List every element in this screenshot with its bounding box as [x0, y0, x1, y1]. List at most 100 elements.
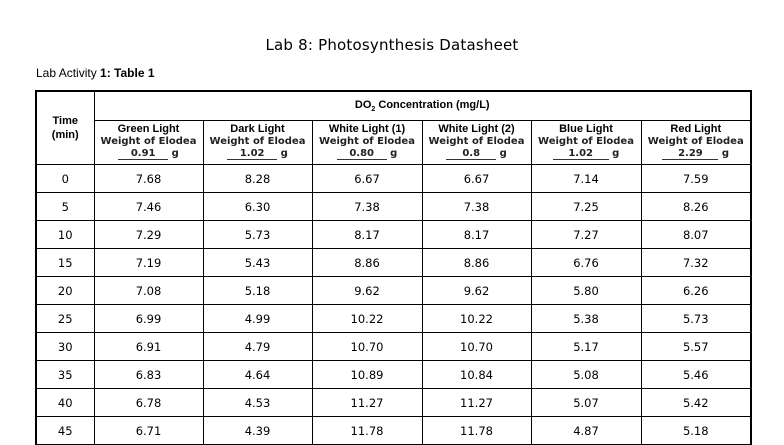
- table-row: 0 7.68 8.28 6.67 6.67 7.14 7.59: [35, 164, 752, 193]
- do2-value-cell: 11.78: [311, 416, 423, 445]
- do2-value-cell: 7.32: [640, 248, 752, 277]
- do2-value-cell: 5.57: [640, 332, 752, 361]
- elodea-weight-line: 2.29 g: [642, 148, 751, 160]
- do2-value-cell: 6.83: [93, 360, 204, 389]
- do2-group-header: DO2 Concentration (mg/L): [93, 90, 752, 121]
- table-row: 40 6.78 4.53 11.27 11.27 5.07 5.42: [35, 388, 752, 417]
- do2-value-cell: 7.29: [93, 220, 204, 249]
- do2-value-cell: 5.38: [530, 304, 642, 333]
- condition-header: Red Light Weight of Elodea 2.29 g: [640, 120, 752, 165]
- elodea-weight-value: 1.02: [227, 149, 278, 160]
- time-header-unit: (min): [51, 129, 79, 141]
- elodea-weight-value: 1.02: [552, 149, 609, 160]
- do2-value-cell: 6.67: [311, 164, 423, 193]
- do2-value-cell: 7.59: [640, 164, 752, 193]
- elodea-weight-unit: g: [390, 148, 398, 159]
- elodea-weight-line: 0.91 g: [95, 148, 203, 160]
- do2-value-cell: 11.27: [311, 388, 423, 417]
- do2-value-cell: 4.53: [202, 388, 313, 417]
- caption-prefix: Lab Activity: [36, 66, 101, 80]
- do2-value-cell: 7.08: [93, 276, 204, 305]
- elodea-weight-label: Weight of Elodea: [100, 136, 197, 147]
- condition-name: Red Light: [670, 123, 722, 135]
- time-column-header: Time (min): [35, 90, 95, 165]
- table-row: 5 7.46 6.30 7.38 7.38 7.25 8.26: [35, 192, 752, 221]
- condition-header: Green Light Weight of Elodea 0.91 g: [93, 120, 204, 165]
- condition-name: Green Light: [117, 123, 180, 135]
- condition-name: Blue Light: [559, 123, 613, 135]
- do2-value-cell: 9.62: [421, 276, 532, 305]
- condition-header-row: Green Light Weight of Elodea 0.91 g Dark Li…: [36, 120, 752, 165]
- elodea-weight-unit: g: [721, 148, 730, 159]
- do2-value-cell: 8.17: [421, 220, 532, 249]
- do2-value-cell: 5.17: [530, 332, 642, 361]
- photosynthesis-data-table: Time (min) DO2 Concentration (mg/L) Gree…: [35, 90, 752, 445]
- elodea-weight-value: 2.29: [662, 149, 719, 160]
- time-cell: 30: [35, 332, 95, 361]
- do2-value-cell: 8.86: [421, 248, 532, 277]
- do2-value-cell: 5.08: [530, 360, 642, 389]
- time-cell: 35: [35, 360, 95, 389]
- elodea-weight-unit: g: [171, 148, 179, 159]
- time-cell: 10: [35, 220, 95, 249]
- elodea-weight-line: 1.02 g: [204, 148, 312, 160]
- do2-value-cell: 8.17: [311, 220, 423, 249]
- elodea-weight-label: Weight of Elodea: [209, 136, 306, 147]
- do2-value-cell: 10.84: [421, 360, 532, 389]
- condition-header: White Light (1) Weight of Elodea 0.80 g: [311, 120, 423, 165]
- do2-value-cell: 6.78: [93, 388, 204, 417]
- do2-value-cell: 5.80: [530, 276, 642, 305]
- do2-value-cell: 6.67: [421, 164, 532, 193]
- do2-value-cell: 7.68: [93, 164, 204, 193]
- condition-name: White Light (1): [328, 123, 406, 135]
- table-row: 25 6.99 4.99 10.22 10.22 5.38 5.73: [35, 304, 752, 333]
- do2-value-cell: 7.25: [530, 192, 642, 221]
- time-header-label: Time: [52, 115, 78, 127]
- elodea-weight-unit: g: [612, 148, 620, 159]
- do2-value-cell: 6.26: [640, 276, 752, 305]
- time-cell: 15: [35, 248, 95, 277]
- do2-value-cell: 8.28: [202, 164, 313, 193]
- do2-value-cell: 5.46: [640, 360, 752, 389]
- do2-value-cell: 10.22: [311, 304, 423, 333]
- elodea-weight-label: Weight of Elodea: [428, 136, 525, 147]
- table-row: 10 7.29 5.73 8.17 8.17 7.27 8.07: [35, 220, 752, 249]
- do2-value-cell: 5.07: [530, 388, 642, 417]
- do2-value-cell: 8.86: [311, 248, 423, 277]
- do2-value-cell: 4.79: [202, 332, 313, 361]
- time-cell: 5: [35, 192, 95, 221]
- do2-value-cell: 6.76: [530, 248, 642, 277]
- time-cell: 45: [35, 416, 95, 445]
- page-title: Lab 8: Photosynthesis Datasheet: [265, 36, 519, 54]
- table-caption: Lab Activity 1: Table 1: [36, 66, 155, 80]
- table-row: 30 6.91 4.79 10.70 10.70 5.17 5.57: [35, 332, 752, 361]
- do2-value-cell: 9.62: [311, 276, 423, 305]
- do2-header-suffix: Concentration (mg/L): [375, 98, 490, 111]
- caption-activity-number: 1: [100, 66, 107, 80]
- do2-value-cell: 5.43: [202, 248, 313, 277]
- table-row: 15 7.19 5.43 8.86 8.86 6.76 7.32: [35, 248, 752, 277]
- elodea-weight-label: Weight of Elodea: [647, 136, 744, 147]
- do2-value-cell: 8.26: [640, 192, 752, 221]
- do2-value-cell: 11.27: [421, 388, 532, 417]
- do2-value-cell: 6.99: [93, 304, 204, 333]
- do2-value-cell: 6.30: [202, 192, 313, 221]
- do2-value-cell: 6.91: [93, 332, 204, 361]
- do2-value-cell: 7.14: [530, 164, 642, 193]
- do2-value-cell: 10.70: [421, 332, 532, 361]
- elodea-weight-label: Weight of Elodea: [538, 136, 634, 147]
- table-body: 0 7.68 8.28 6.67 6.67 7.14 7.59 5 7.46 6.30 7.38 7.…: [35, 164, 752, 445]
- condition-name: White Light (2): [438, 123, 515, 135]
- do2-value-cell: 7.19: [93, 248, 204, 277]
- elodea-weight-line: 0.8 g: [423, 148, 531, 160]
- do2-value-cell: 4.87: [530, 416, 642, 445]
- elodea-weight-line: 1.02 g: [532, 148, 641, 160]
- elodea-weight-unit: g: [280, 148, 288, 159]
- condition-name: Dark Light: [230, 123, 285, 135]
- do2-value-cell: 10.89: [311, 360, 423, 389]
- table-row: 35 6.83 4.64 10.89 10.84 5.08 5.46: [35, 360, 752, 389]
- elodea-weight-value: 0.91: [118, 149, 169, 160]
- elodea-weight-value: 0.8: [446, 149, 497, 160]
- time-cell: 40: [35, 388, 95, 417]
- do2-value-cell: 4.39: [202, 416, 313, 445]
